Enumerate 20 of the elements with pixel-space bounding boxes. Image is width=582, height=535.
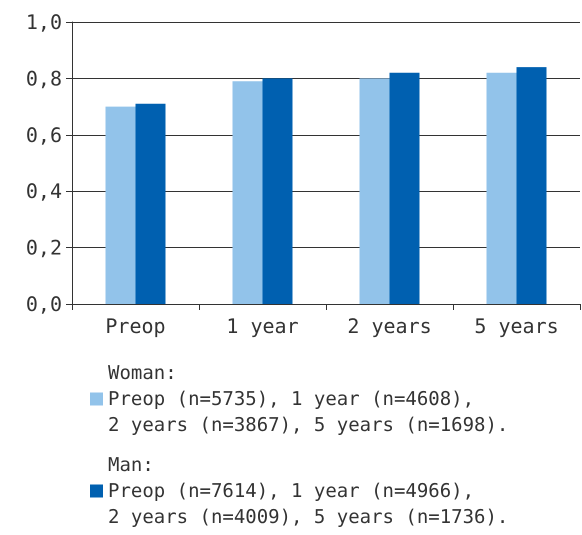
y-tick-label: 1,0 xyxy=(26,10,62,34)
bar xyxy=(516,67,546,304)
legend-label: Man: Preop (n=7614), 1 year (n=4966), 2 years (n=4009), 5 years (n=1736). xyxy=(108,454,508,528)
x-tick-label: 2 years xyxy=(347,314,432,338)
bar xyxy=(106,106,136,304)
bar xyxy=(486,72,516,304)
y-tick-label: 0,8 xyxy=(26,66,62,90)
bar xyxy=(136,104,166,304)
bar xyxy=(232,81,262,304)
y-tick-label: 0,4 xyxy=(26,179,62,204)
x-tick-label: 5 years xyxy=(474,314,559,338)
bar xyxy=(262,78,292,304)
bar xyxy=(390,72,420,304)
y-tick-label: 0,6 xyxy=(26,122,62,147)
y-tick-label: 0,2 xyxy=(26,236,62,260)
bar xyxy=(360,78,390,304)
y-tick-label: 0,0 xyxy=(26,292,62,316)
x-tick-label: 1 year xyxy=(226,314,299,338)
x-tick-label: Preop xyxy=(105,314,166,338)
legend-label: Woman: Preop (n=5735), 1 year (n=4608), 2 years (n=3867), 5 years (n=1698). xyxy=(108,362,508,436)
